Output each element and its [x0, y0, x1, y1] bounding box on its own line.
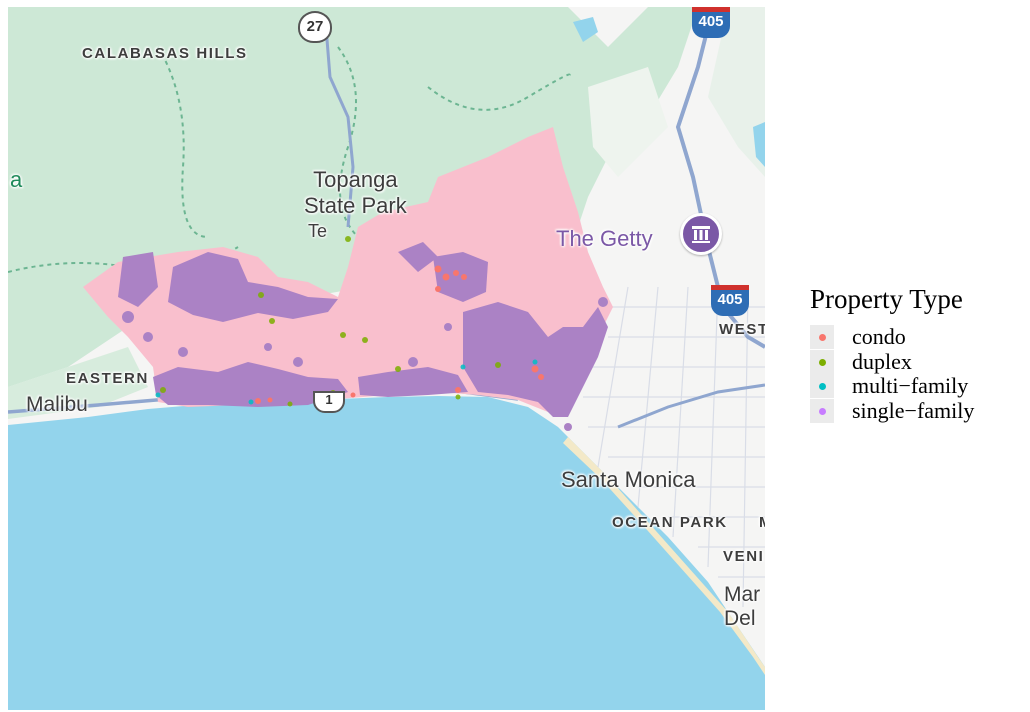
label-santa-monica: Santa Monica	[561, 467, 696, 492]
condo-dot-icon	[819, 334, 826, 342]
legend-key-single-family	[810, 398, 834, 423]
label-eastern: EASTERN	[66, 370, 149, 387]
cluster-canyon	[433, 252, 488, 302]
multi-family-points	[155, 359, 538, 405]
duplex-dot-icon	[819, 358, 826, 366]
property-points	[118, 242, 608, 431]
label-topanga-clip: Te	[308, 221, 328, 241]
interstate-405-right-label: 405	[717, 291, 743, 308]
legend-item-single-family: single−family	[810, 397, 975, 424]
label-ocean-park: OCEAN PARK	[612, 514, 728, 531]
cluster-ridge	[168, 252, 338, 322]
park-area-2	[8, 347, 148, 419]
multi-family-dot-icon	[819, 383, 826, 391]
legend-label-condo: condo	[852, 324, 906, 350]
interstate-405-shield-right: 405	[711, 285, 749, 316]
legend-item-duplex: duplex	[810, 348, 974, 375]
route-27-label: 27	[306, 18, 324, 35]
label-ocean-park-next: M	[759, 514, 765, 531]
legend-key-condo	[810, 325, 834, 350]
legend-key-duplex	[810, 349, 834, 374]
legend-label-duplex: duplex	[852, 348, 912, 374]
legend-item-multi-family: multi−family	[810, 374, 974, 399]
cluster-coast-west	[153, 362, 348, 407]
highway-27	[324, 26, 355, 228]
basemap	[8, 7, 765, 710]
legend-title: Property Type	[810, 284, 963, 314]
route-1-label: 1	[325, 392, 333, 407]
interstate-405-shield-top: 405	[692, 7, 730, 38]
label-calabasas-hills: CALABASAS HILLS	[82, 45, 248, 62]
label-marina-line2: Del	[724, 607, 756, 630]
label-the-getty: The Getty	[556, 226, 653, 251]
route-1-shield: 1	[313, 391, 345, 413]
highway-405	[675, 7, 765, 349]
route-27-shield: 27	[298, 11, 332, 43]
cluster-coast-mid	[358, 367, 468, 397]
label-venice: VENI	[723, 548, 765, 565]
legend-key-multi-family	[810, 374, 834, 399]
interstate-405-top-label: 405	[698, 13, 724, 30]
label-west: WEST	[719, 321, 765, 338]
label-marina-del-rey: Mar Del	[724, 583, 760, 631]
label-topanga-line2: State Park	[304, 193, 407, 218]
cluster-pacific-palisades	[463, 302, 608, 417]
legend-item-condo: condo	[810, 325, 974, 350]
cluster-getty-north	[398, 242, 438, 272]
legend-label-single-family: single−family	[852, 397, 975, 423]
condo-points	[255, 265, 544, 404]
label-topanga: Topanga State Park	[304, 167, 407, 219]
label-marina-line1: Mar	[724, 583, 761, 606]
label-malibu: Malibu	[26, 393, 88, 416]
getty-museum-icon[interactable]	[680, 213, 722, 255]
map-panel[interactable]: CALABASAS HILLS a Topanga State Park Te …	[8, 7, 765, 710]
legend: Property Type condo duplex multi−family …	[810, 284, 974, 423]
pacific-ocean	[8, 396, 765, 710]
label-topanga-line1: Topanga	[313, 167, 398, 192]
cluster-west	[118, 252, 158, 307]
single-family-dot-icon	[819, 407, 826, 415]
legend-label-multi-family: multi−family	[852, 373, 969, 399]
highway-10	[617, 383, 765, 429]
label-left-edge: a	[10, 167, 23, 192]
